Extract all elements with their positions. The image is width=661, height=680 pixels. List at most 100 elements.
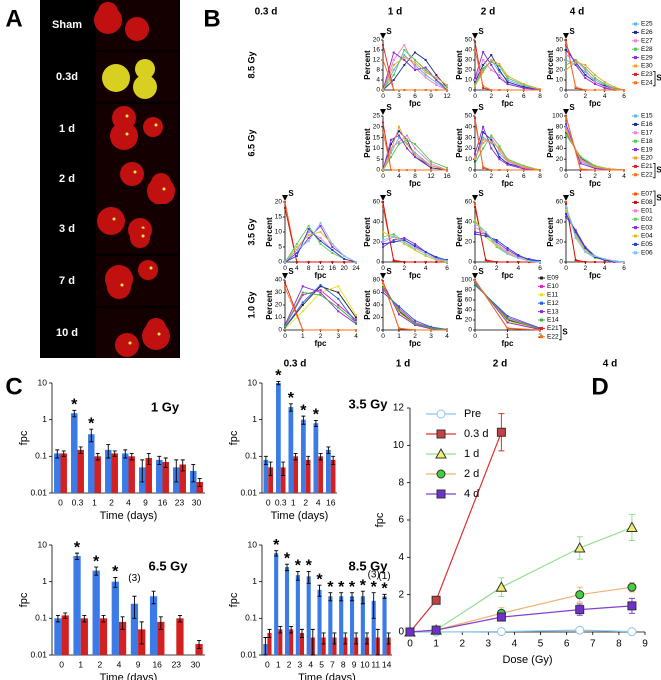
legend-brace xyxy=(653,71,656,87)
point xyxy=(506,89,509,91)
point xyxy=(331,243,334,245)
point xyxy=(403,54,406,56)
y-tick-label: 40 xyxy=(465,124,473,131)
x-tick-label: 0 xyxy=(564,173,568,180)
y-tick-label: 20 xyxy=(275,302,283,309)
point xyxy=(403,89,406,91)
point xyxy=(382,285,384,288)
point xyxy=(424,71,427,74)
point xyxy=(474,279,476,282)
point xyxy=(414,151,416,154)
x-axis-label: fpc xyxy=(502,271,515,280)
point xyxy=(435,81,438,84)
point xyxy=(390,151,392,154)
point xyxy=(474,81,476,83)
point xyxy=(474,231,476,233)
x-tick-label: 3 xyxy=(397,93,401,100)
y-tick-label: 10 xyxy=(38,377,48,387)
significance-star: * xyxy=(112,564,119,581)
y-tick-label: 50 xyxy=(556,37,564,44)
error-bar xyxy=(306,455,311,465)
point xyxy=(414,261,416,263)
point xyxy=(474,223,476,225)
point xyxy=(295,255,298,257)
point xyxy=(435,256,438,258)
y-tick-label: 10 xyxy=(465,77,473,84)
point xyxy=(584,69,587,71)
point xyxy=(382,246,384,248)
s-arrow xyxy=(282,195,288,201)
point xyxy=(295,246,298,248)
point xyxy=(474,233,476,235)
legend-label: E07 xyxy=(641,191,653,198)
point xyxy=(307,228,310,230)
x-tick-label: 1 xyxy=(78,659,83,669)
error-bar xyxy=(82,614,87,623)
point xyxy=(574,259,577,261)
point xyxy=(398,305,400,308)
column-header: 2 d xyxy=(493,359,507,370)
x-axis-label: fpc xyxy=(315,339,328,348)
s-arrow xyxy=(472,109,478,115)
error-bar xyxy=(268,461,273,476)
bar xyxy=(328,596,333,655)
column-header: 2 d xyxy=(481,7,495,18)
point xyxy=(382,130,384,133)
x-tick-label: 6 xyxy=(413,93,417,100)
error-bar xyxy=(386,632,391,645)
error-bar xyxy=(318,452,323,461)
x-tick-label: 0 xyxy=(473,173,477,180)
error-bar xyxy=(360,590,365,605)
point xyxy=(414,249,416,251)
point xyxy=(392,233,395,235)
error-bar xyxy=(382,593,387,599)
point xyxy=(392,69,395,71)
x-axis-label: Time (days) xyxy=(298,672,356,680)
brace-label: S xyxy=(656,74,661,83)
legend-label: 0.3 d xyxy=(464,428,488,440)
x-tick-label: 2 xyxy=(303,497,308,507)
x-tick-label: 7 xyxy=(330,659,335,669)
y-tick-label: 10 xyxy=(38,539,48,549)
point xyxy=(603,89,606,91)
point xyxy=(424,255,427,257)
x-tick-label: 0 xyxy=(381,333,385,340)
bar xyxy=(295,575,300,655)
row-label: 10 d xyxy=(56,327,78,339)
point xyxy=(498,156,501,159)
s-arrow xyxy=(380,33,386,39)
point xyxy=(414,89,416,91)
point xyxy=(355,322,357,325)
point xyxy=(584,77,587,79)
point xyxy=(490,138,493,141)
s-arrow xyxy=(282,273,288,279)
point xyxy=(414,322,416,325)
error-bar xyxy=(276,381,281,386)
point xyxy=(506,318,509,320)
point xyxy=(392,89,395,91)
point xyxy=(490,54,493,56)
y-tick-label: 0.01 xyxy=(240,487,257,497)
point xyxy=(430,325,432,328)
x-tick-label: 1 xyxy=(92,497,97,507)
point xyxy=(392,235,395,237)
bar xyxy=(354,637,359,655)
point xyxy=(490,169,493,171)
significance-star: * xyxy=(88,415,95,432)
point xyxy=(565,116,567,119)
focus xyxy=(154,123,158,127)
y-tick-label: 20 xyxy=(556,156,564,163)
legend-marker xyxy=(634,200,637,204)
s-arrow xyxy=(563,195,569,201)
point xyxy=(565,201,567,203)
point xyxy=(482,64,485,66)
bar xyxy=(339,596,344,655)
point xyxy=(474,284,476,286)
point xyxy=(482,69,485,71)
bar xyxy=(313,423,319,493)
point xyxy=(594,255,596,257)
legend-label: E23 xyxy=(641,71,653,78)
point xyxy=(498,63,501,65)
y-tick-label: 0 xyxy=(559,259,563,266)
y-tick-label: 0 xyxy=(468,87,472,94)
